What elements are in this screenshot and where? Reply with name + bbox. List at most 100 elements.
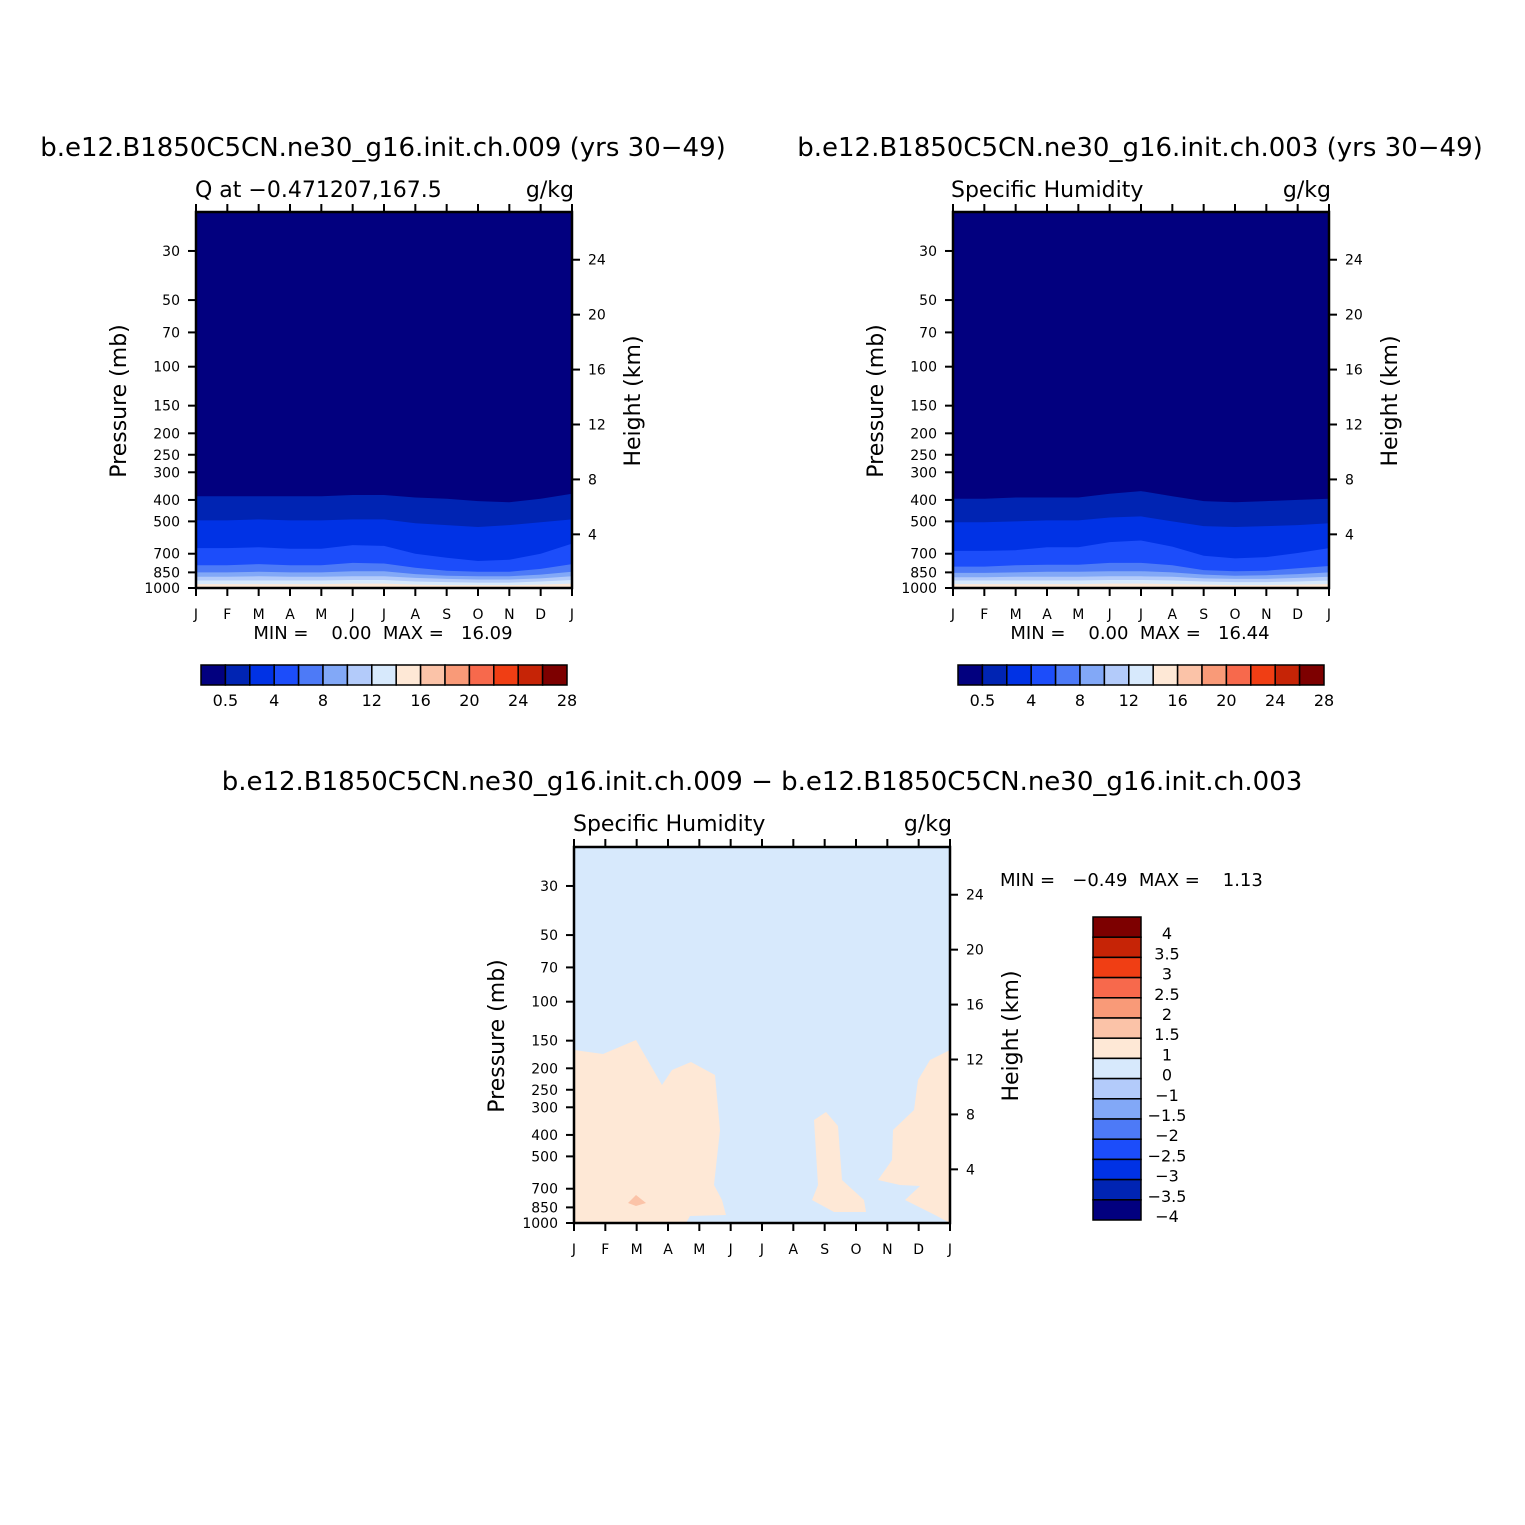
colorbar-label: 24 <box>1265 691 1285 710</box>
panel-1-colorbar: 0.5 4 8 12 16 20 24 28 <box>200 664 577 710</box>
x-tick-label: J <box>381 607 386 623</box>
x-tick-label: M <box>1072 607 1084 623</box>
panel-1: b.e12.B1850C5CN.ne30_g16.init.ch.009 (yr… <box>40 133 726 710</box>
colorbar-label: 4 <box>269 691 279 710</box>
x-tick-label: O <box>850 1242 861 1258</box>
panel-3-title: b.e12.B1850C5CN.ne30_g16.init.ch.009 − b… <box>222 767 1303 797</box>
panel-3-variable-label: Specific Humidity <box>573 812 765 837</box>
x-tick-label: J <box>947 1242 952 1258</box>
colorbar-box <box>1103 664 1130 686</box>
x-tick-label: A <box>789 1242 799 1258</box>
panel-1-y2-axis-label: Height (km) <box>621 335 646 466</box>
y-tick-label: 700 <box>153 547 180 563</box>
y2-tick-label: 24 <box>588 253 606 269</box>
y-tick-label: 1000 <box>144 581 180 597</box>
colorbar-label: 20 <box>1216 691 1236 710</box>
x-tick-label: M <box>253 607 265 623</box>
y-tick-label: 700 <box>531 1182 558 1198</box>
y-tick-label: 500 <box>531 1149 558 1165</box>
x-tick-label: A <box>285 607 295 623</box>
y2-tick-label: 16 <box>966 998 984 1014</box>
y-tick-label: 30 <box>919 244 937 260</box>
panel-2: b.e12.B1850C5CN.ne30_g16.init.ch.003 (yr… <box>797 133 1483 710</box>
colorbar-label: 1.5 <box>1154 1025 1179 1044</box>
colorbar-label: 28 <box>1314 691 1334 710</box>
colorbar-label: 2 <box>1162 1005 1172 1024</box>
x-tick-label: N <box>504 607 514 623</box>
y-tick-label: 100 <box>531 995 558 1011</box>
y2-tick-label: 8 <box>966 1107 975 1123</box>
y-tick-label: 30 <box>162 244 180 260</box>
colorbar-box <box>1128 664 1154 686</box>
colorbar-label: 12 <box>1119 691 1139 710</box>
colorbar-label: −1 <box>1155 1086 1179 1105</box>
y-tick-label: 150 <box>910 399 937 415</box>
y2-tick-label: 12 <box>966 1052 984 1068</box>
colorbar-label: 3 <box>1162 965 1172 984</box>
colorbar-box <box>1092 1178 1142 1201</box>
x-tick-label: M <box>1010 607 1022 623</box>
colorbar-box <box>1092 1098 1142 1120</box>
y-tick-label: 100 <box>910 360 937 376</box>
panel-1-title: b.e12.B1850C5CN.ne30_g16.init.ch.009 (yr… <box>40 133 726 163</box>
colorbar-box <box>200 664 227 686</box>
x-tick-label: J <box>569 607 574 623</box>
colorbar-label: 0.5 <box>213 691 238 710</box>
x-tick-label: D <box>535 607 546 623</box>
colorbar-box <box>541 664 568 686</box>
panel-1-y-axis-label: Pressure (mb) <box>107 324 132 478</box>
y-tick-label: 200 <box>153 426 180 442</box>
y-tick-label: 50 <box>162 293 180 309</box>
panel-2-variable-label: Specific Humidity <box>951 178 1143 203</box>
x-tick-label: J <box>350 607 355 623</box>
colorbar-box <box>1176 664 1203 686</box>
colorbar-box <box>1250 664 1276 686</box>
colorbar-label: −4 <box>1155 1207 1179 1226</box>
colorbar-box <box>1092 1118 1142 1140</box>
colorbar-box <box>1079 664 1106 686</box>
colorbar-label: 24 <box>508 691 528 710</box>
x-tick-label: M <box>631 1242 643 1258</box>
x-tick-label: M <box>693 1242 705 1258</box>
colorbar-label: 4 <box>1162 924 1172 943</box>
y-tick-label: 1000 <box>901 581 937 597</box>
x-tick-label: J <box>950 607 955 623</box>
x-tick-label: F <box>980 607 988 623</box>
y-tick-label: 850 <box>531 1200 558 1216</box>
y2-tick-label: 20 <box>966 943 984 959</box>
colorbar-label: 4 <box>1026 691 1036 710</box>
y-tick-label: 250 <box>910 448 937 464</box>
x-tick-label: D <box>1292 607 1303 623</box>
y-tick-label: 50 <box>919 293 937 309</box>
y-tick-label: 30 <box>540 879 558 895</box>
y-tick-label: 250 <box>531 1083 558 1099</box>
diff-peak-region <box>628 1195 646 1206</box>
y2-tick-label: 20 <box>1345 308 1363 324</box>
y-tick-label: 500 <box>153 514 180 530</box>
y-tick-label: 70 <box>162 325 180 341</box>
colorbar-box <box>1092 1037 1142 1060</box>
colorbar-box <box>1298 664 1325 686</box>
colorbar-box <box>1092 997 1142 1019</box>
colorbar-box <box>1092 1017 1142 1039</box>
colorbar-box <box>517 664 544 686</box>
y-tick-label: 300 <box>531 1100 558 1116</box>
panel-2-min-max: MIN = 0.00 MAX = 16.44 <box>1010 623 1269 644</box>
panel-3-units: g/kg <box>904 812 952 837</box>
y2-tick-label: 12 <box>1345 417 1363 433</box>
x-tick-label: N <box>882 1242 892 1258</box>
y2-tick-label: 20 <box>588 308 606 324</box>
colorbar-box <box>1225 664 1252 686</box>
diff-positive-region-september <box>812 1112 866 1212</box>
panel-3-y2-axis-label: Height (km) <box>999 970 1024 1101</box>
y2-tick-label: 24 <box>966 888 984 904</box>
colorbar-label: 8 <box>1075 691 1085 710</box>
x-tick-label: N <box>1261 607 1271 623</box>
y-tick-label: 500 <box>910 514 937 530</box>
colorbar-box <box>1092 1158 1142 1181</box>
colorbar-box <box>468 664 495 686</box>
panel-1-contour-fill <box>196 212 572 588</box>
